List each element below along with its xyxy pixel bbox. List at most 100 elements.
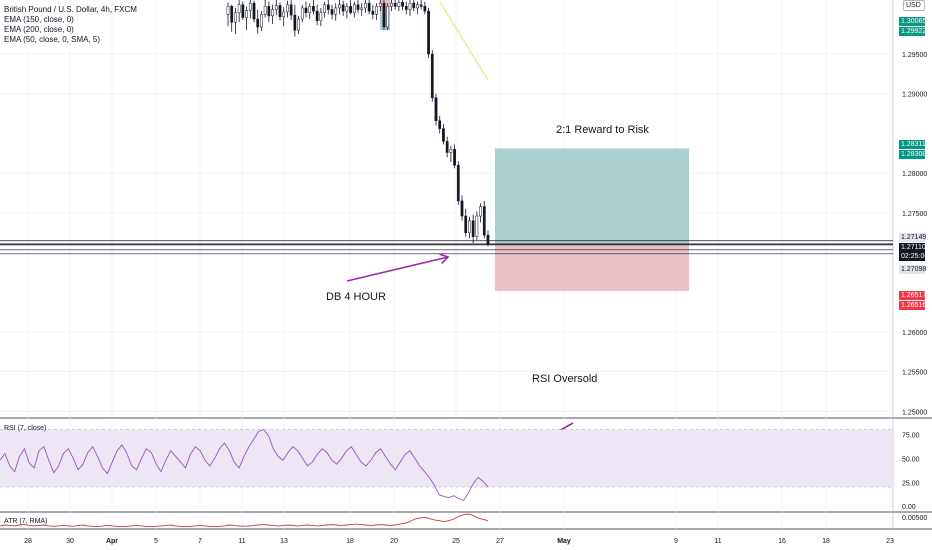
time-tick-label: 13 bbox=[280, 538, 288, 545]
time-tick-label: May bbox=[557, 538, 571, 545]
candle-body bbox=[475, 215, 479, 237]
time-tick-label: Apr bbox=[106, 538, 118, 545]
candle-body bbox=[326, 4, 330, 10]
candle-body bbox=[460, 200, 464, 217]
candle-body bbox=[300, 7, 304, 20]
candle-body bbox=[248, 2, 252, 11]
candle-body bbox=[312, 6, 315, 12]
candle-body bbox=[282, 11, 286, 17]
loss-zone bbox=[495, 243, 689, 291]
price-tick-label: 1.27500 bbox=[902, 211, 927, 218]
candle-body bbox=[382, 2, 386, 28]
candle-body bbox=[226, 6, 230, 15]
candle-body bbox=[360, 7, 364, 10]
atr-tick-label: 0.00500 bbox=[902, 515, 927, 522]
time-tick-label: 18 bbox=[346, 538, 354, 545]
candle-body bbox=[308, 6, 312, 13]
price-tag-target-1: 1.28311 bbox=[899, 140, 926, 149]
candle-body bbox=[408, 2, 412, 10]
candle-body bbox=[419, 4, 423, 7]
candle-body bbox=[256, 18, 260, 28]
candle-body bbox=[412, 2, 416, 9]
chart-legend: British Pound / U.S. Dollar, 4h, FXCM EM… bbox=[4, 5, 137, 45]
candle-body bbox=[289, 4, 293, 16]
candle-body bbox=[471, 220, 475, 237]
symbol-title[interactable]: British Pound / U.S. Dollar, 4h, FXCM bbox=[4, 5, 137, 14]
price-tick-label: 1.25500 bbox=[902, 370, 927, 377]
time-tick-label: 28 bbox=[24, 538, 32, 545]
candle-body bbox=[271, 9, 274, 17]
candle-body bbox=[330, 9, 334, 15]
candle-body bbox=[297, 18, 300, 31]
time-tick-label: 5 bbox=[154, 538, 158, 545]
price-tag-green-2: 1.29922 bbox=[899, 27, 927, 36]
candle-body bbox=[267, 6, 271, 17]
support-levels[interactable] bbox=[0, 240, 893, 255]
candle-body bbox=[390, 2, 393, 7]
reward-risk-label[interactable]: 2:1 Reward to Risk bbox=[556, 124, 649, 136]
candle-body bbox=[449, 149, 453, 153]
candle-body bbox=[434, 97, 438, 121]
candle-body bbox=[274, 5, 278, 10]
candle-body bbox=[397, 2, 401, 7]
candle-body bbox=[486, 234, 490, 245]
rsi-tick-label: 50.00 bbox=[902, 456, 920, 463]
candle-body bbox=[482, 206, 486, 236]
rsi-label[interactable]: RSI (7, close) bbox=[4, 425, 47, 432]
profit-zone bbox=[495, 148, 689, 244]
price-tag-green-1: 1.30065 bbox=[899, 17, 927, 26]
rsi-pane: 75.00 50.00 25.00 0.00 bbox=[0, 429, 920, 511]
candlestick-series bbox=[226, 0, 490, 247]
price-tag-level-2: 1.27098 bbox=[899, 265, 927, 274]
time-tick-label: 16 bbox=[778, 538, 786, 545]
candle-body bbox=[241, 4, 245, 18]
candle-body bbox=[237, 4, 241, 13]
atr-pane: 0.00500 bbox=[0, 513, 927, 528]
candle-body bbox=[356, 4, 360, 10]
ema-150-label[interactable]: EMA (150, close, 0) bbox=[4, 15, 74, 24]
price-tick-label: 1.28000 bbox=[902, 171, 927, 178]
candle-body bbox=[430, 53, 434, 98]
candle-body bbox=[352, 4, 356, 13]
time-tick-label: 9 bbox=[674, 538, 678, 545]
price-tick-label: 1.29000 bbox=[902, 92, 927, 99]
atr-label[interactable]: ATR (7, RMA) bbox=[4, 518, 48, 525]
candle-body bbox=[323, 4, 326, 13]
db-4-hour-label[interactable]: DB 4 HOUR bbox=[326, 291, 386, 303]
time-tick-label: 18 bbox=[822, 538, 830, 545]
candle-body bbox=[260, 14, 263, 28]
time-tick-label: 7 bbox=[198, 538, 202, 545]
candle-body bbox=[263, 6, 267, 15]
candle-body bbox=[364, 2, 367, 9]
candle-body bbox=[404, 6, 408, 10]
ema-50-label[interactable]: EMA (50, close, 0, SMA, 5) bbox=[4, 35, 101, 44]
time-tick-label: 11 bbox=[238, 538, 245, 545]
price-tag-stop-2: 1.26516 bbox=[899, 301, 927, 310]
candle-body bbox=[245, 10, 248, 18]
time-tick-label: 30 bbox=[66, 538, 74, 545]
candle-body bbox=[334, 7, 338, 15]
currency-badge[interactable]: USD bbox=[903, 0, 925, 11]
ema-200-label[interactable]: EMA (200, close, 0) bbox=[4, 25, 74, 34]
price-tick-label: 1.26000 bbox=[902, 330, 927, 337]
candle-body bbox=[286, 4, 289, 13]
price-axis[interactable]: 1.29500 1.29000 1.28000 1.27500 1.26000 1.255… bbox=[902, 52, 927, 416]
candle-body bbox=[341, 4, 345, 12]
atr-line bbox=[0, 513, 489, 528]
rsi-oversold-label[interactable]: RSI Oversold bbox=[532, 373, 598, 385]
time-axis[interactable]: 28 30 Apr 5 7 11 13 18 20 25 27 May 9 11 16 18 23 bbox=[24, 538, 894, 545]
rsi-line bbox=[0, 429, 489, 502]
candle-body bbox=[278, 5, 282, 17]
candle-body bbox=[416, 4, 419, 9]
candle-body bbox=[371, 10, 375, 15]
long-position-tool[interactable] bbox=[495, 148, 689, 291]
price-tag-stop-1: 1.26517 bbox=[899, 291, 927, 300]
candle-body bbox=[378, 2, 382, 7]
rsi-tick-label: 75.00 bbox=[902, 432, 920, 439]
candle-body bbox=[445, 141, 449, 153]
candle-body bbox=[393, 2, 397, 7]
time-tick-label: 27 bbox=[496, 538, 504, 545]
candle-body bbox=[293, 14, 297, 31]
price-tick-label: 1.29500 bbox=[902, 52, 927, 59]
